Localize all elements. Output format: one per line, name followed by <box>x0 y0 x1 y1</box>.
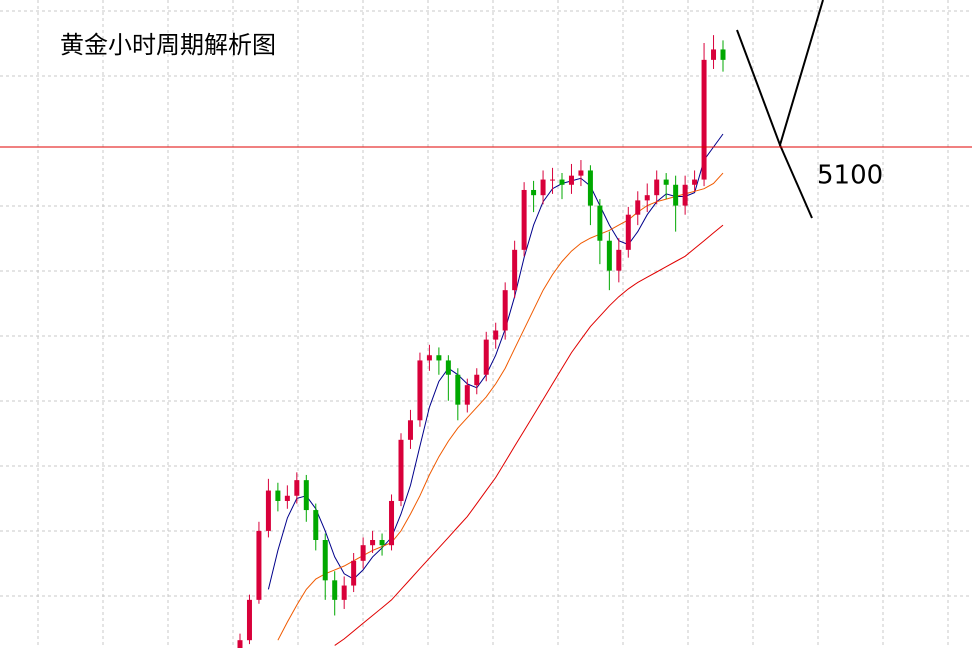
chart-title: 黄金小时周期解析图 <box>60 31 276 59</box>
candle-body <box>445 360 451 375</box>
candle-body <box>673 184 679 206</box>
candle-body <box>550 179 556 181</box>
candle-body <box>379 540 385 546</box>
candle-body <box>568 175 574 185</box>
candle-body <box>313 510 319 540</box>
candle-body <box>701 59 707 180</box>
candle-body <box>606 240 612 271</box>
candle-body <box>502 290 508 331</box>
candle-body <box>559 179 565 185</box>
candle-body <box>578 170 584 176</box>
candle-body <box>436 355 442 361</box>
candle-body <box>493 330 499 340</box>
candle-body <box>332 580 338 600</box>
candle-body <box>237 640 243 648</box>
candle-body <box>711 49 717 60</box>
candle-body <box>521 189 527 250</box>
candle-body <box>341 585 347 600</box>
candle-body <box>265 490 271 531</box>
candle-body <box>663 179 669 185</box>
candle-body <box>455 374 461 405</box>
candle-body <box>294 480 300 496</box>
candle-body <box>464 385 470 405</box>
zigzag-annotation <box>779 144 813 219</box>
candle-body <box>398 439 404 501</box>
candle-body <box>417 360 423 421</box>
candle-body <box>540 179 546 196</box>
candle-body <box>284 495 290 501</box>
candle-body <box>246 599 252 641</box>
candle-body <box>692 179 698 185</box>
moving-average-line <box>334 224 724 646</box>
candle-body <box>351 560 357 586</box>
candle-body <box>389 500 395 546</box>
candle-body <box>682 184 688 206</box>
candle-body <box>616 249 622 271</box>
plot-area <box>237 35 726 648</box>
candle-body <box>426 355 432 361</box>
candle-body <box>303 480 309 511</box>
candle-body <box>256 530 262 600</box>
candle-body <box>275 490 281 501</box>
candle-body <box>322 540 328 581</box>
candle-body <box>597 205 603 241</box>
candle-body <box>407 420 413 440</box>
candle-body <box>635 200 641 215</box>
candle-body <box>654 179 660 196</box>
candle-body <box>625 214 631 250</box>
candle-body <box>474 374 480 386</box>
candle-body <box>587 170 593 206</box>
candle-body <box>720 49 726 60</box>
candle-body <box>512 249 518 291</box>
price-level-label: 5100 <box>817 161 883 191</box>
candle-body <box>370 540 376 546</box>
candle-body <box>644 195 650 201</box>
moving-average-line <box>267 133 724 590</box>
candle-body <box>531 189 537 196</box>
candle-body <box>360 545 366 561</box>
candle-body <box>483 339 489 375</box>
